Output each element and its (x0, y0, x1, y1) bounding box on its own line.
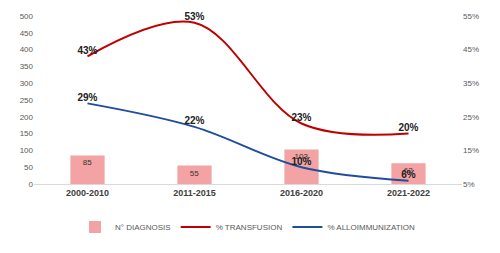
svg-text:% TRANSFUSION: % TRANSFUSION (216, 223, 283, 232)
svg-text:2011-2015: 2011-2015 (173, 188, 216, 198)
svg-text:50: 50 (24, 163, 33, 172)
svg-text:55%: 55% (463, 12, 479, 21)
svg-text:2000-2010: 2000-2010 (66, 188, 109, 198)
svg-text:2016-2020: 2016-2020 (280, 188, 323, 198)
svg-text:15%: 15% (463, 146, 479, 155)
svg-text:22%: 22% (184, 115, 204, 126)
svg-text:5%: 5% (463, 180, 475, 189)
svg-text:29%: 29% (77, 92, 97, 103)
svg-text:N° DIAGNOSIS: N° DIAGNOSIS (115, 223, 171, 232)
svg-text:103: 103 (295, 152, 309, 161)
svg-text:150: 150 (20, 129, 34, 138)
svg-text:53%: 53% (184, 11, 204, 22)
svg-text:100: 100 (20, 146, 34, 155)
svg-text:350: 350 (20, 62, 34, 71)
svg-text:2021-2022: 2021-2022 (387, 188, 430, 198)
svg-text:10%: 10% (291, 156, 311, 167)
svg-text:20%: 20% (398, 122, 418, 133)
svg-text:55: 55 (190, 169, 199, 178)
svg-text:25%: 25% (463, 113, 479, 122)
svg-text:0: 0 (29, 180, 34, 189)
svg-text:250: 250 (20, 96, 34, 105)
svg-text:200: 200 (20, 113, 34, 122)
svg-text:300: 300 (20, 79, 34, 88)
svg-text:450: 450 (20, 29, 34, 38)
svg-text:400: 400 (20, 45, 34, 54)
svg-text:6%: 6% (401, 169, 416, 180)
svg-text:62: 62 (404, 166, 413, 175)
svg-text:85: 85 (83, 158, 92, 167)
svg-text:35%: 35% (463, 79, 479, 88)
svg-text:500: 500 (20, 12, 34, 21)
svg-text:45%: 45% (463, 45, 479, 54)
svg-text:% ALLOIMMUNIZATION: % ALLOIMMUNIZATION (327, 223, 415, 232)
svg-text:23%: 23% (291, 112, 311, 123)
svg-text:43%: 43% (77, 45, 97, 56)
